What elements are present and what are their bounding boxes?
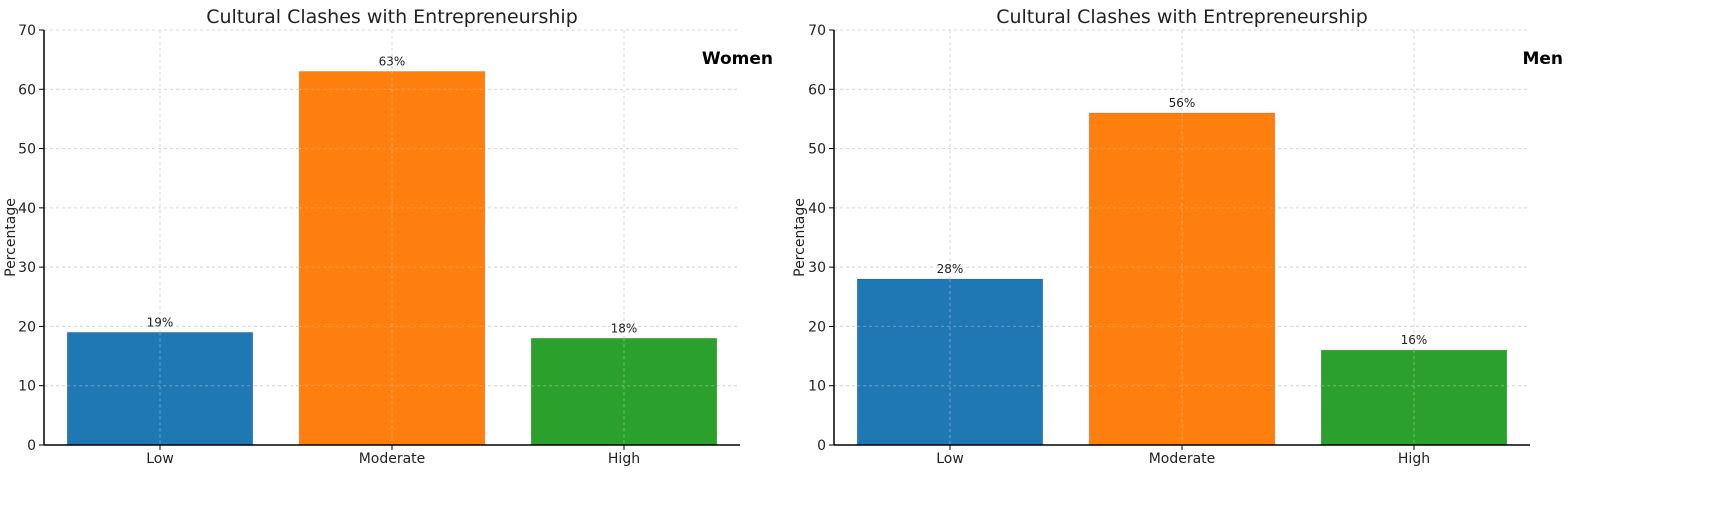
y-tick-label: 30 bbox=[808, 260, 826, 276]
y-tick-label: 0 bbox=[27, 438, 36, 454]
x-tick-label: Moderate bbox=[359, 451, 426, 467]
x-tick-label: Low bbox=[936, 451, 964, 467]
y-tick-label: 60 bbox=[808, 82, 826, 98]
bar-moderate bbox=[1088, 112, 1276, 446]
y-axis-label: Percentage bbox=[3, 198, 19, 277]
x-tick-label: Moderate bbox=[1149, 451, 1216, 467]
y-tick-label: 30 bbox=[18, 260, 36, 276]
y-tick-label: 50 bbox=[808, 142, 826, 158]
y-tick-label: 0 bbox=[817, 438, 826, 454]
bar-value-label: 19% bbox=[147, 315, 174, 329]
bar-value-label: 28% bbox=[937, 262, 964, 276]
y-tick-label: 10 bbox=[808, 379, 826, 395]
y-tick-label: 60 bbox=[18, 82, 36, 98]
bar-value-label: 63% bbox=[379, 55, 406, 69]
bar-low bbox=[66, 331, 254, 446]
y-tick-label: 10 bbox=[18, 379, 36, 395]
bar-value-label: 18% bbox=[611, 321, 638, 335]
x-tick-label: High bbox=[608, 451, 640, 467]
y-tick-label: 20 bbox=[808, 319, 826, 335]
bar-value-label: 16% bbox=[1401, 333, 1428, 347]
y-tick-label: 40 bbox=[808, 201, 826, 217]
x-tick-label: High bbox=[1398, 451, 1430, 467]
panel-annotation: Women bbox=[702, 49, 773, 69]
chart-panel-men: 28% 56% 16% 0 10 20 30 40 50 60 70 Low Moderate High C… bbox=[792, 6, 1563, 467]
chart-title: Cultural Clashes with Entrepreneurship bbox=[996, 6, 1368, 28]
y-tick-label: 50 bbox=[18, 142, 36, 158]
bar-value-label: 56% bbox=[1169, 96, 1196, 110]
x-tick-label: Low bbox=[146, 451, 174, 467]
y-tick-label: 40 bbox=[18, 201, 36, 217]
y-axis-label: Percentage bbox=[792, 198, 808, 277]
chart-title: Cultural Clashes with Entrepreneurship bbox=[206, 6, 578, 28]
y-tick-label: 70 bbox=[18, 23, 36, 39]
bar-high bbox=[1320, 349, 1508, 446]
y-tick-label: 70 bbox=[808, 23, 826, 39]
bar-high bbox=[530, 337, 718, 446]
chart-panel-women: 19% 63% 18% 0 10 20 30 40 50 60 70 Low Moderate High C… bbox=[3, 6, 773, 467]
y-tick-label: 20 bbox=[18, 319, 36, 335]
panel-annotation: Men bbox=[1522, 49, 1563, 69]
bar-low bbox=[856, 278, 1044, 446]
